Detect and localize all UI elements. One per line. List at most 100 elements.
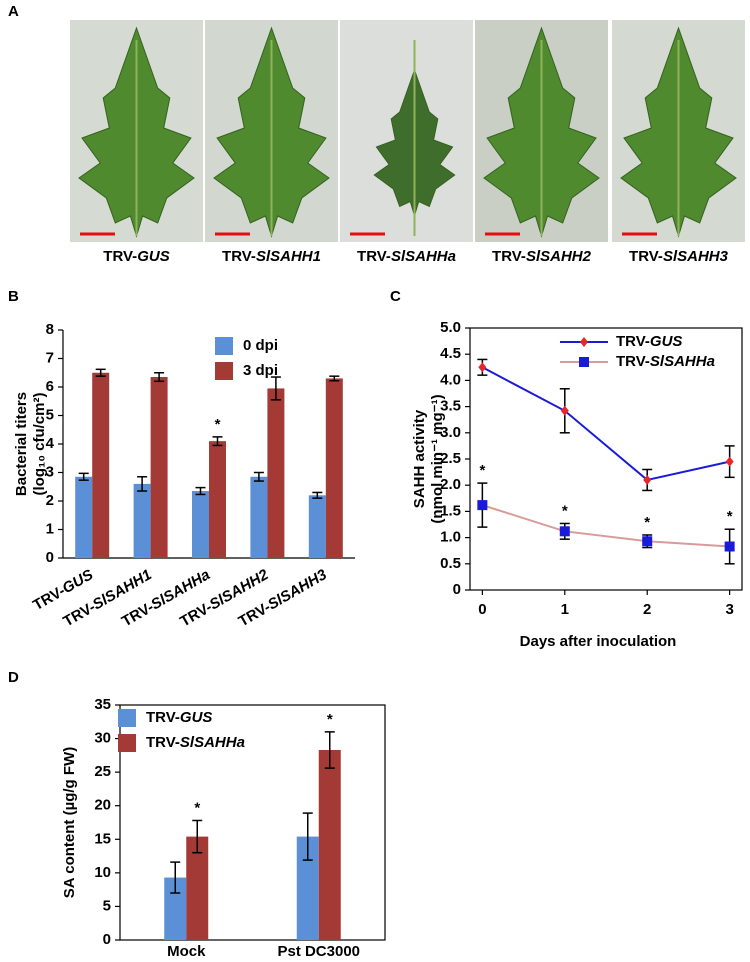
error-bar bbox=[302, 812, 313, 861]
y-tick-label: 5 bbox=[103, 897, 111, 914]
y-tick-label: 4 bbox=[46, 435, 55, 452]
y-tick-label: 35 bbox=[94, 696, 111, 713]
y-tick-label: 6 bbox=[46, 378, 54, 395]
y-tick-label: 4.5 bbox=[440, 345, 461, 362]
x-tick-label: 0 bbox=[478, 601, 486, 618]
leaf-caption: TRV-GUS bbox=[103, 248, 169, 265]
bar bbox=[192, 491, 209, 558]
error-bar bbox=[253, 471, 264, 482]
error-bar bbox=[95, 368, 106, 377]
y-tick-label: 30 bbox=[94, 730, 111, 747]
x-tick-label: 3 bbox=[725, 601, 733, 618]
y-axis-label: SAHH activity bbox=[411, 409, 428, 508]
y-tick-label: 0.5 bbox=[440, 555, 461, 572]
y-tick-label: 0 bbox=[103, 931, 111, 948]
bar bbox=[186, 836, 209, 940]
y-tick-label: 2 bbox=[46, 492, 54, 509]
bar bbox=[133, 483, 151, 558]
y-tick-label: 20 bbox=[94, 797, 111, 814]
error-bar bbox=[312, 491, 323, 499]
x-tick-label: Mock bbox=[167, 943, 206, 960]
significance-mark: * bbox=[644, 514, 650, 531]
error-bar bbox=[212, 436, 223, 447]
leaf-photo bbox=[205, 20, 338, 242]
panel-label: A bbox=[8, 3, 19, 20]
y-axis-label: Bacterial titers bbox=[13, 392, 30, 496]
x-axis-label: Days after inoculation bbox=[520, 633, 677, 650]
panel-label: C bbox=[390, 288, 401, 305]
y-tick-label: 15 bbox=[94, 830, 111, 847]
legend-label: TRV-GUS bbox=[616, 333, 682, 350]
significance-mark: * bbox=[194, 799, 200, 816]
error-bar bbox=[154, 372, 165, 383]
y-tick-label: 0 bbox=[453, 581, 461, 598]
leaf-caption: TRV-SlSAHH1 bbox=[222, 248, 321, 265]
marker bbox=[642, 536, 653, 547]
y-tick-label: 1.5 bbox=[440, 502, 461, 519]
y-tick-label: 2.5 bbox=[440, 450, 461, 467]
error-bar bbox=[329, 375, 340, 382]
marker bbox=[725, 456, 734, 467]
error-bar bbox=[137, 476, 148, 492]
error-bar bbox=[192, 819, 203, 854]
legend-swatch bbox=[215, 362, 233, 380]
error-bar bbox=[270, 376, 281, 401]
y-tick-label: 5.0 bbox=[440, 319, 461, 336]
panel-label: D bbox=[8, 669, 19, 686]
y-tick-label: 7 bbox=[46, 349, 54, 366]
leaf-caption: TRV-SlSAHH3 bbox=[629, 248, 729, 265]
bar bbox=[296, 836, 319, 940]
y-axis-label: (log₁₀ cfu/cm²) bbox=[31, 393, 48, 496]
plot-frame bbox=[119, 704, 386, 941]
leaf-caption: TRV-SlSAHH2 bbox=[492, 248, 592, 265]
y-tick-label: 10 bbox=[94, 864, 111, 881]
bar bbox=[164, 877, 187, 940]
series-line bbox=[481, 366, 730, 482]
marker bbox=[559, 526, 570, 537]
leaf-photo bbox=[475, 20, 608, 242]
y-tick-label: 0 bbox=[46, 549, 54, 566]
leaf-caption: TRV-SlSAHHa bbox=[357, 248, 456, 265]
y-tick-label: 3.0 bbox=[440, 424, 461, 441]
legend-marker bbox=[580, 337, 588, 347]
bar bbox=[267, 388, 285, 558]
y-axis-label: SA content (µg/g FW) bbox=[61, 747, 78, 898]
y-tick-label: 8 bbox=[46, 321, 54, 338]
x-tick-label: 1 bbox=[561, 601, 569, 618]
x-tick-label: 2 bbox=[643, 601, 651, 618]
leaf-photo bbox=[340, 20, 473, 242]
marker bbox=[643, 474, 652, 485]
legend-label: TRV-GUS bbox=[146, 709, 212, 726]
y-tick-label: 1.0 bbox=[440, 529, 461, 546]
significance-mark: * bbox=[479, 462, 485, 479]
legend-swatch bbox=[118, 734, 136, 752]
significance-mark: * bbox=[727, 508, 733, 525]
significance-mark: * bbox=[215, 416, 221, 433]
bar bbox=[325, 378, 343, 558]
error-bar bbox=[195, 486, 206, 496]
bar bbox=[250, 476, 268, 558]
legend-swatch bbox=[118, 709, 136, 727]
y-tick-label: 2.0 bbox=[440, 476, 461, 493]
significance-mark: * bbox=[562, 502, 568, 519]
leaf-photo bbox=[612, 20, 745, 242]
significance-mark: * bbox=[327, 711, 333, 728]
panel-label: B bbox=[8, 288, 19, 305]
marker bbox=[724, 541, 735, 552]
bar bbox=[150, 377, 168, 558]
error-bar bbox=[78, 472, 89, 481]
bar bbox=[308, 495, 326, 558]
bar bbox=[75, 476, 93, 558]
y-tick-label: 1 bbox=[46, 520, 54, 537]
bar bbox=[318, 749, 341, 940]
marker bbox=[560, 405, 569, 416]
series-line bbox=[482, 504, 730, 548]
legend-label: 0 dpi bbox=[243, 337, 278, 354]
bar bbox=[92, 372, 110, 558]
legend-label: TRV-SlSAHHa bbox=[616, 353, 715, 370]
legend-label: 3 dpi bbox=[243, 362, 278, 379]
legend-label: TRV-SlSAHHa bbox=[146, 734, 245, 751]
y-axis-label: (nmol min⁻¹ mg⁻¹) bbox=[429, 394, 446, 523]
y-tick-label: 25 bbox=[94, 763, 111, 780]
